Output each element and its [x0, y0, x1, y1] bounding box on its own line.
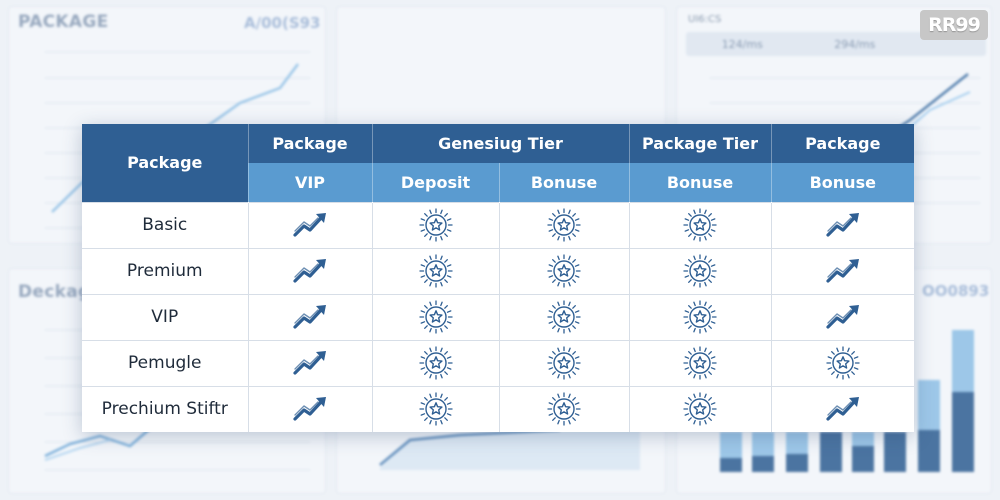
feature-cell: [629, 201, 772, 248]
feature-cell: [629, 385, 772, 432]
header-group-genesiug-tier: Genesiug Tier: [372, 124, 630, 163]
package-comparison-table: Package Package Genesiug Tier Package Ti…: [82, 124, 915, 432]
header-package: Package: [82, 124, 249, 202]
package-comparison-card: Package Package Genesiug Tier Package Ti…: [82, 124, 915, 432]
feature-cell: [248, 293, 373, 340]
trend-arrow-icon: [292, 305, 328, 329]
brand-logo: RR99: [920, 10, 988, 40]
star-badge-icon: [418, 392, 453, 426]
trend-arrow-icon: [825, 305, 861, 329]
feature-cell: [372, 247, 500, 294]
feature-cell: [499, 201, 630, 248]
feature-cell: [771, 293, 915, 340]
feature-cell: [499, 385, 630, 432]
star-badge-icon: [683, 300, 717, 334]
table-row: Prechium Stiftr: [82, 385, 915, 432]
subheader-deposit: Deposit: [372, 163, 500, 202]
feature-cell: [499, 247, 630, 294]
table-row: VIP: [82, 293, 915, 340]
star-badge-icon: [547, 254, 581, 288]
table-row: Premium: [82, 247, 915, 294]
bg-code-top-left: A/00(S93: [244, 14, 321, 32]
subheader-bonuse-2: Bonuse: [629, 163, 772, 202]
header-group-package-2: Package: [771, 124, 915, 163]
trend-arrow-icon: [292, 397, 328, 421]
star-badge-icon: [683, 346, 717, 380]
star-badge-icon: [547, 392, 581, 426]
trend-arrow-icon: [825, 213, 861, 237]
header-group-package: Package: [248, 124, 373, 163]
feature-cell: [771, 201, 915, 248]
feature-cell: [771, 247, 915, 294]
trend-arrow-icon: [292, 259, 328, 283]
bg-title-top-left: PACKAGE: [18, 12, 109, 32]
subheader-vip: VIP: [248, 163, 373, 202]
bg-title-bottom-left: Deckage: [18, 282, 103, 302]
feature-cell: [248, 339, 373, 386]
star-badge-icon: [683, 254, 717, 288]
feature-cell: [629, 293, 772, 340]
table-row: Basic: [82, 201, 915, 248]
feature-cell: [248, 385, 373, 432]
feature-cell: [629, 247, 772, 294]
feature-cell: [372, 201, 500, 248]
star-badge-icon: [547, 300, 581, 334]
bg-badge-2: 294/ms: [834, 37, 876, 51]
star-badge-icon: [683, 208, 717, 242]
star-badge-icon: [418, 208, 453, 242]
package-name-cell: Premium: [82, 247, 249, 294]
package-name-cell: VIP: [82, 293, 249, 340]
star-badge-icon: [418, 254, 453, 288]
bg-code-bottom-right: OO0893: [922, 282, 990, 300]
star-badge-icon: [826, 346, 860, 380]
header-group-package-tier: Package Tier: [629, 124, 772, 163]
package-name-cell: Basic: [82, 201, 249, 248]
feature-cell: [629, 339, 772, 386]
star-badge-icon: [418, 300, 453, 334]
bg-badge-1: 124/ms: [721, 37, 763, 51]
feature-cell: [372, 385, 500, 432]
star-badge-icon: [418, 346, 453, 380]
subheader-bonuse-1: Bonuse: [499, 163, 630, 202]
package-name-cell: Pemugle: [82, 339, 249, 386]
trend-arrow-icon: [292, 213, 328, 237]
feature-cell: [248, 201, 373, 248]
bg-badge-bar: 124/ms 294/ms: [686, 32, 986, 56]
feature-cell: [372, 339, 500, 386]
trend-arrow-icon: [292, 351, 328, 375]
subheader-bonuse-3: Bonuse: [771, 163, 915, 202]
star-badge-icon: [547, 346, 581, 380]
feature-cell: [248, 247, 373, 294]
table-row: Pemugle: [82, 339, 915, 386]
feature-cell: [771, 339, 915, 386]
star-badge-icon: [683, 392, 717, 426]
feature-cell: [499, 339, 630, 386]
feature-cell: [499, 293, 630, 340]
table-body: Basic Premium VIP Pemugle Prechium Stiftr: [82, 201, 915, 432]
star-badge-icon: [547, 208, 581, 242]
trend-arrow-icon: [825, 397, 861, 421]
package-name-cell: Prechium Stiftr: [82, 385, 249, 432]
bg-label-top-right: UI6:CS: [688, 14, 722, 25]
trend-arrow-icon: [825, 259, 861, 283]
feature-cell: [771, 385, 915, 432]
feature-cell: [372, 293, 500, 340]
